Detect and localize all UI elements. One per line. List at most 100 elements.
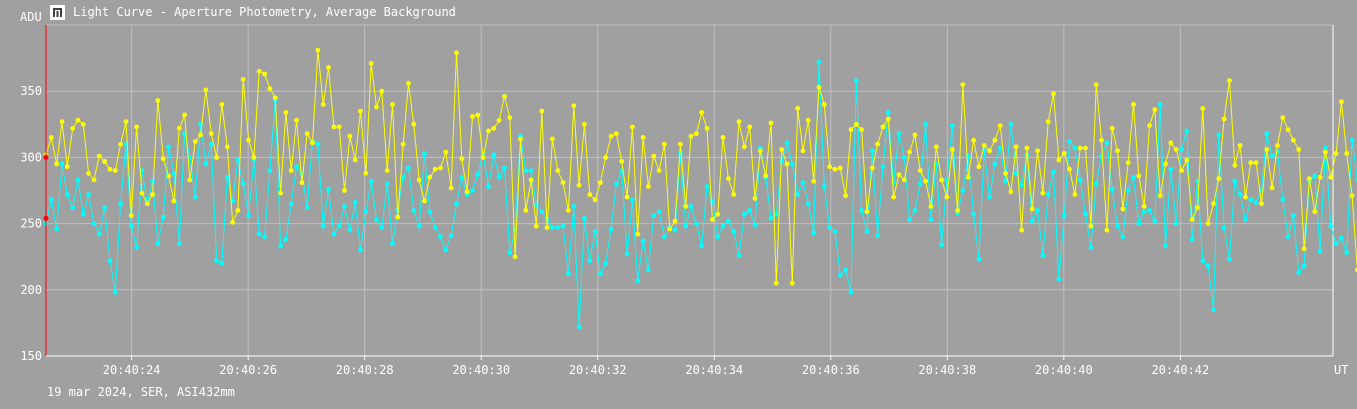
data-point <box>1275 149 1280 155</box>
data-point <box>880 124 886 130</box>
grid-lines <box>46 24 1334 360</box>
data-point <box>784 140 790 146</box>
data-point <box>160 214 166 220</box>
y-tick-label: 300 <box>20 150 42 164</box>
data-point <box>1120 234 1126 240</box>
data-point <box>805 117 811 123</box>
data-point <box>651 213 657 219</box>
data-point <box>571 204 577 209</box>
data-point <box>1211 201 1216 207</box>
data-point <box>395 214 401 220</box>
data-point <box>432 225 438 231</box>
data-point <box>512 254 518 260</box>
data-point <box>1232 162 1238 168</box>
data-point <box>816 84 822 90</box>
data-point <box>224 144 230 150</box>
data-point <box>742 211 747 217</box>
data-point <box>91 221 97 227</box>
data-point <box>262 71 267 77</box>
data-point <box>1099 153 1104 159</box>
data-point <box>528 168 534 174</box>
data-point <box>400 174 406 180</box>
data-point <box>96 231 102 237</box>
data-point <box>262 234 267 240</box>
data-point <box>486 128 491 134</box>
data-point <box>363 209 369 215</box>
x-tick-label: 20:40:38 <box>918 363 976 377</box>
data-point <box>1147 208 1152 213</box>
data-point <box>928 204 934 209</box>
data-point <box>779 147 785 152</box>
data-point <box>885 110 891 115</box>
data-point <box>198 132 204 138</box>
data-point <box>454 50 459 56</box>
data-point <box>1163 243 1168 249</box>
data-point <box>1136 173 1142 179</box>
data-point <box>1280 197 1286 203</box>
data-point <box>496 174 502 180</box>
data-point <box>1056 276 1062 282</box>
data-point <box>864 209 870 215</box>
data-point <box>144 201 150 207</box>
data-point <box>1088 223 1094 229</box>
data-point <box>598 180 603 186</box>
data-point <box>704 125 710 131</box>
data-point <box>390 241 395 246</box>
x-tick-label: 20:40:32 <box>569 363 627 377</box>
data-point <box>651 153 657 159</box>
data-point <box>539 108 545 114</box>
data-point <box>885 116 891 122</box>
data-point <box>171 170 177 176</box>
data-point <box>821 184 827 189</box>
data-point <box>614 181 619 187</box>
chart-app-icon[interactable] <box>50 4 65 20</box>
data-point <box>715 234 721 240</box>
data-point <box>757 148 763 154</box>
data-point <box>992 137 998 143</box>
data-point <box>176 125 182 131</box>
data-point <box>235 157 241 163</box>
data-point <box>720 223 726 229</box>
data-point <box>118 141 123 147</box>
data-point <box>656 168 662 174</box>
data-point <box>635 231 641 237</box>
data-point <box>1285 127 1291 132</box>
data-point <box>102 205 107 211</box>
x-tick-label: 20:40:42 <box>1151 363 1209 377</box>
data-point <box>166 144 172 150</box>
data-point <box>949 123 955 128</box>
data-point <box>246 137 252 143</box>
data-point <box>1200 106 1206 111</box>
data-point <box>603 260 609 266</box>
data-point <box>752 222 758 228</box>
y-tick-label: 250 <box>20 217 42 231</box>
data-point <box>1339 99 1344 105</box>
data-point <box>219 260 225 266</box>
data-point <box>256 68 262 74</box>
data-point <box>107 166 113 172</box>
data-point <box>96 153 102 159</box>
data-point <box>592 197 598 203</box>
data-point <box>59 161 65 167</box>
x-tick-label: 20:40:40 <box>1035 363 1093 377</box>
data-point <box>837 272 843 278</box>
footer-caption: 19 mar 2024, SER, ASI432mm <box>47 385 235 399</box>
data-point <box>891 180 896 186</box>
x-tick-label: 20:40:28 <box>336 363 394 377</box>
data-point <box>475 172 481 178</box>
data-point <box>128 213 134 219</box>
data-point <box>1296 270 1302 275</box>
data-point <box>86 192 91 197</box>
data-point <box>1147 123 1152 128</box>
data-point <box>1189 237 1195 242</box>
data-point <box>534 223 539 229</box>
data-point <box>427 209 433 215</box>
chart-title: Light Curve - Aperture Photometry, Avera… <box>73 5 456 19</box>
data-point <box>1125 188 1131 193</box>
data-point <box>496 117 502 123</box>
data-point <box>1088 245 1094 250</box>
data-point <box>80 211 86 217</box>
data-point <box>965 174 971 180</box>
data-point <box>1280 115 1286 121</box>
data-point <box>667 226 673 232</box>
